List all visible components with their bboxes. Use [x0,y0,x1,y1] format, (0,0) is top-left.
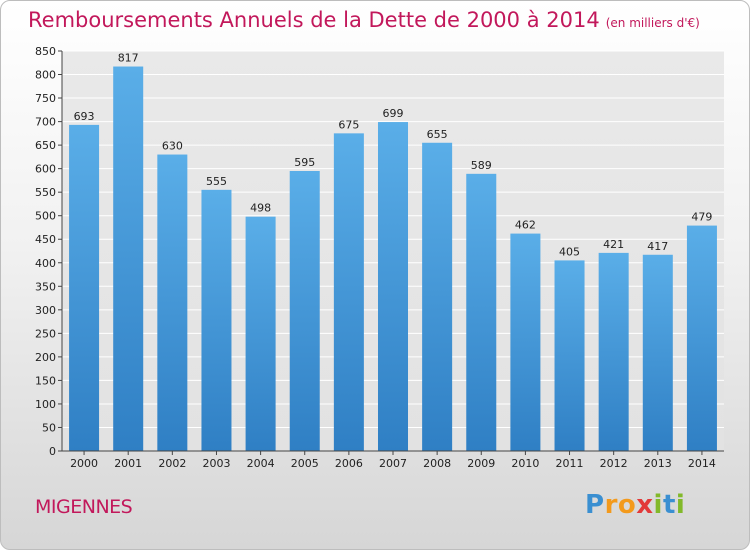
proxiti-logo[interactable]: Proxiti [585,490,685,520]
bar-value-label: 462 [515,219,536,232]
x-tick-label: 2011 [556,457,584,470]
bar [422,142,453,451]
y-tick-label: 650 [35,139,56,152]
y-tick-label: 100 [35,398,56,411]
x-tick-label: 2007 [379,457,407,470]
bar-value-label: 630 [162,140,183,153]
bar [510,233,541,451]
y-tick-label: 550 [35,186,56,199]
logo-letter: i [653,490,663,520]
commune-name: MIGENNES [35,496,133,518]
y-tick-label: 300 [35,304,56,317]
x-tick-label: 2006 [335,457,363,470]
logo-letter: x [636,490,654,520]
x-tick-label: 2009 [467,457,495,470]
y-tick-label: 700 [35,116,56,129]
bars: 693 817 630 555 498 595 675 699 655 589 462 405 421 4… [69,52,717,451]
bar [201,189,232,451]
x-tick-label: 2013 [644,457,672,470]
bar [245,216,276,451]
x-tick-label: 2003 [202,457,230,470]
logo-letter: o [617,490,637,520]
bar-value-label: 699 [383,107,404,120]
x-tick-label: 2014 [688,457,716,470]
y-tick-label: 850 [35,45,56,58]
bar [466,173,497,451]
bar-value-label: 555 [206,175,227,188]
bar-value-label: 693 [74,110,95,123]
y-tick-label: 0 [49,445,56,458]
bar-value-label: 675 [338,118,359,131]
bar-value-label: 595 [294,156,315,169]
bar [642,254,673,451]
x-tick-label: 2005 [291,457,319,470]
bar-value-label: 498 [250,202,271,215]
bar-value-label: 417 [647,240,668,253]
bar [157,154,188,451]
y-tick-label: 600 [35,163,56,176]
bar-value-label: 589 [471,159,492,172]
y-tick-label: 150 [35,374,56,387]
bar [686,225,717,451]
x-tick-label: 2012 [600,457,628,470]
bar-value-label: 479 [691,211,712,224]
chart-title: Remboursements Annuels de la Dette de 20… [28,8,700,32]
bar [69,124,100,451]
chart-title-text: Remboursements Annuels de la Dette de 20… [28,8,600,32]
unit-note: (en milliers d'€) [605,16,700,30]
logo-letter: P [585,490,605,520]
y-tick-label: 250 [35,327,56,340]
y-tick-label: 200 [35,351,56,364]
x-axis: 2000 2001 2002 2003 2004 2005 2006 2007 2008 2009… [62,450,724,470]
bar [598,252,629,451]
x-tick-label: 2001 [114,457,142,470]
logo-letter: t [662,490,676,520]
logo-letter: i [675,490,686,520]
x-tick-label: 2002 [158,457,186,470]
bar [554,260,585,451]
bar-value-label: 421 [603,238,624,251]
bar [377,122,409,451]
y-tick-label: 450 [35,233,56,246]
bar-value-label: 405 [559,245,580,258]
y-tick-label: 750 [35,92,56,105]
bar [289,171,320,451]
bar-value-label: 817 [118,52,139,65]
x-tick-label: 2010 [511,457,539,470]
bar-value-label: 655 [427,128,448,141]
bar [333,133,364,451]
x-tick-label: 2004 [247,457,275,470]
y-tick-label: 500 [35,210,56,223]
y-tick-label: 350 [35,280,56,293]
x-tick-label: 2000 [70,457,98,470]
y-tick-label: 50 [42,421,56,434]
logo-letter: r [604,490,618,520]
y-tick-label: 400 [35,257,56,270]
x-tick-label: 2008 [423,457,451,470]
bar [113,66,144,451]
y-axis: 0 50 100 150 200 250 300 350 400 450 500 550 600 650 7… [35,45,63,458]
y-tick-label: 800 [35,69,56,82]
